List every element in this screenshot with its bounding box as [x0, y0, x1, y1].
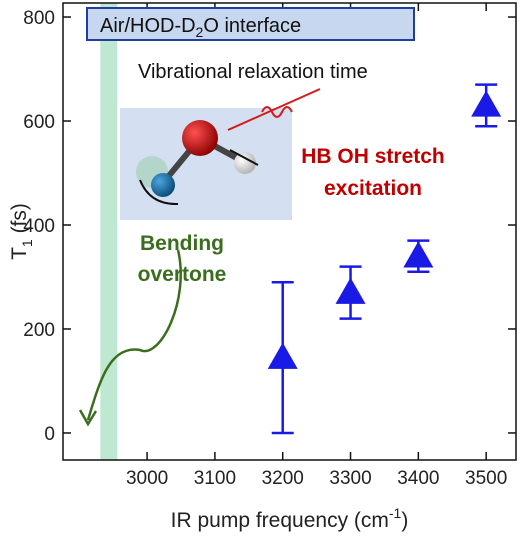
y-tick-label: 0	[44, 424, 55, 445]
curved-arrow	[86, 249, 182, 421]
box-label-sub: 2	[196, 24, 204, 40]
data-marker	[471, 90, 502, 117]
x-axis-title-text: )	[401, 509, 408, 532]
deuterium-atom	[151, 173, 175, 197]
highlight-band	[100, 3, 118, 460]
x-tick-label: 3300	[329, 468, 371, 489]
x-axis-title-text: IR pump frequency (cm	[171, 509, 389, 532]
y-axis-title-text: T	[8, 247, 31, 260]
box-label: Air/HOD-D2O interface	[100, 15, 301, 40]
arrow-head	[78, 409, 98, 427]
y-tick-label: 200	[23, 320, 55, 341]
annotation: overtone	[138, 263, 227, 286]
annotation: excitation	[324, 177, 422, 200]
box-label-text: Air/HOD-D	[100, 15, 196, 37]
annotation: Bending	[140, 232, 224, 255]
x-tick-label: 3500	[465, 468, 507, 489]
annotation: HB OH stretch	[301, 145, 445, 168]
data-marker	[267, 342, 298, 369]
plot-frame	[62, 2, 517, 461]
molecule-illustration	[78, 88, 321, 427]
y-axis-title: T1 (fs)	[8, 203, 35, 260]
y-tick-label: 600	[23, 112, 55, 133]
hydrogen-atom	[234, 152, 256, 174]
x-tick-label: 3000	[126, 468, 168, 489]
x-axis-title: IR pump frequency (cm-1)	[171, 505, 409, 532]
x-tick-label: 3400	[397, 468, 439, 489]
pulse-wave	[261, 106, 293, 118]
motion-arrow	[139, 179, 179, 206]
data-marker	[335, 277, 366, 304]
x-tick-label: 3100	[194, 468, 236, 489]
annotation: Vibrational relaxation time	[138, 61, 368, 83]
label-box	[86, 7, 415, 41]
motion-arrow	[229, 149, 259, 166]
x-axis-title-sup: -1	[389, 505, 402, 521]
box-label-text: O interface	[203, 15, 301, 37]
pointer-arrow	[227, 88, 321, 131]
y-tick-label: 800	[23, 8, 55, 29]
y-tick-label: 400	[23, 216, 55, 237]
x-tick-label: 3200	[262, 468, 304, 489]
y-axis-title-text: (fs)	[8, 203, 31, 239]
data-marker	[403, 241, 434, 268]
y-axis-title-sub: 1	[19, 239, 35, 247]
oxygen-atom	[182, 120, 218, 156]
